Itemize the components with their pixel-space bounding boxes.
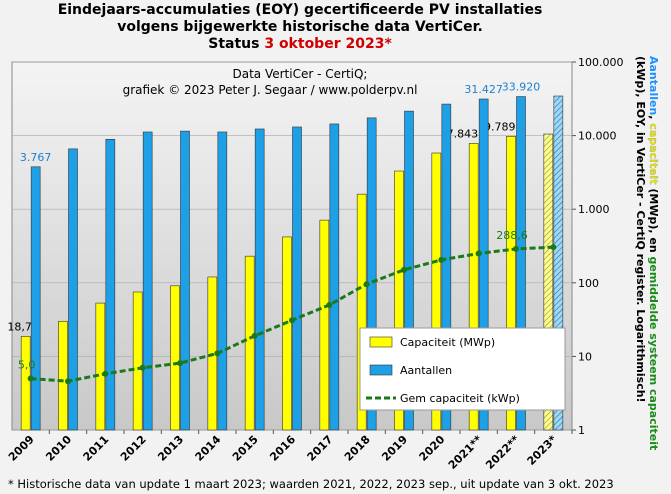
line-point: [550, 244, 557, 251]
axis-label-part: gemiddelde systeem capaciteit: [647, 257, 660, 451]
subtitle: Data VertiCer - CertiQ;: [233, 67, 368, 81]
bar: [132, 291, 143, 431]
bar: [30, 166, 41, 431]
bar: [441, 103, 452, 431]
axis-label-part: capaciteit: [647, 123, 660, 184]
value-label: 9.789,7: [484, 120, 526, 133]
line-point: [102, 370, 109, 377]
legend-box: [359, 327, 566, 411]
title-status: Status: [208, 36, 264, 52]
line-point: [326, 301, 333, 308]
line-point: [27, 375, 34, 382]
value-label: 18,7: [7, 320, 32, 333]
value-label: 31.427: [464, 83, 503, 96]
x-tick-label: 2019: [379, 433, 410, 464]
x-tick-label: 2012: [118, 433, 149, 464]
title-line: volgens bijgewerkte historische data Ver…: [117, 19, 483, 35]
x-tick-label: 2017: [305, 433, 336, 464]
x-tick-label: 2014: [193, 433, 224, 464]
bar: [95, 302, 106, 431]
bar: [431, 152, 442, 431]
x-tick-label: 2021**: [446, 433, 485, 472]
bar: [244, 255, 255, 431]
legend-label: Aantallen: [400, 364, 452, 377]
line-point: [139, 364, 146, 371]
bar: [68, 148, 78, 431]
bar: [394, 170, 404, 431]
x-tick-label: 2015: [230, 433, 261, 464]
bar: [553, 95, 564, 431]
value-label: 33.920: [502, 81, 541, 94]
subtitle: grafiek © 2023 Peter J. Segaar / www.pol…: [123, 83, 418, 97]
bar: [292, 126, 302, 431]
bar: [170, 285, 180, 431]
y-tick-label: 10: [578, 350, 592, 363]
value-label: 288,6: [496, 229, 528, 242]
title-line: Status 3 oktober 2023*: [208, 36, 392, 52]
bar: [254, 128, 265, 431]
line-point: [177, 360, 183, 367]
bar: [217, 131, 228, 431]
line-point: [251, 332, 258, 339]
y-tick-label: 100: [578, 277, 599, 290]
line-point: [438, 256, 445, 263]
line-point: [475, 250, 482, 257]
y-tick-label: 1: [578, 424, 585, 437]
line-point: [513, 245, 519, 252]
legend-label: Gem capaciteit (kWp): [400, 392, 520, 405]
bar: [58, 320, 68, 431]
x-tick-label: 2013: [155, 433, 186, 464]
axis-label: (kWp), EOY, in VertiCer - CertiQ registe…: [634, 56, 647, 403]
axis-label-part: Aantallen: [647, 56, 660, 115]
axis-label-part: ,: [647, 115, 660, 123]
bar: [282, 236, 292, 431]
value-label: 3.767: [20, 151, 52, 164]
title-line: Eindejaars-accumulaties (EOY) gecertific…: [58, 2, 543, 18]
legend-swatch: [369, 336, 393, 348]
line-point: [65, 378, 71, 385]
line-point: [401, 266, 407, 273]
line-point: [363, 281, 370, 288]
x-tick-label: 2009: [6, 433, 37, 464]
y-tick-label: 100.000: [578, 56, 624, 69]
legend-swatch: [369, 364, 393, 376]
title-date: 3 oktober 2023*: [264, 36, 392, 52]
y-tick-label: 1.000: [578, 203, 610, 216]
bar: [468, 143, 479, 431]
x-tick-label: 2010: [43, 433, 74, 464]
bar: [356, 193, 367, 431]
x-tick-label: 2022**: [483, 433, 522, 472]
value-label: 5,0: [18, 359, 36, 372]
bar: [180, 130, 190, 431]
legend-label: Capaciteit (MWp): [400, 336, 495, 349]
axis-label-part: (kWp), EOY, in VertiCer - CertiQ registe…: [634, 56, 647, 403]
x-tick-label: 2023*: [525, 433, 560, 468]
axis-label: Aantallen, capaciteit (MWp), en gemiddel…: [647, 56, 660, 450]
bar: [478, 98, 489, 431]
bar: [329, 123, 340, 431]
bar: [319, 219, 330, 431]
axis-label-part: (MWp), en: [647, 185, 660, 257]
bar: [516, 96, 526, 431]
footnote: * Historische data van update 1 maart 20…: [8, 477, 614, 491]
line-point: [289, 317, 295, 324]
bar: [20, 336, 31, 431]
bar: [366, 117, 377, 431]
y-tick-label: 10.000: [578, 130, 617, 143]
bar: [105, 139, 116, 431]
x-tick-label: 2018: [342, 433, 373, 464]
x-tick-label: 2016: [267, 433, 298, 464]
line-point: [214, 350, 221, 357]
x-tick-label: 2011: [81, 433, 112, 464]
value-label: 7.843,5: [447, 127, 489, 140]
x-tick-label: 2020: [417, 433, 448, 464]
bar: [543, 133, 554, 431]
bar: [142, 131, 153, 431]
bar: [506, 135, 516, 431]
